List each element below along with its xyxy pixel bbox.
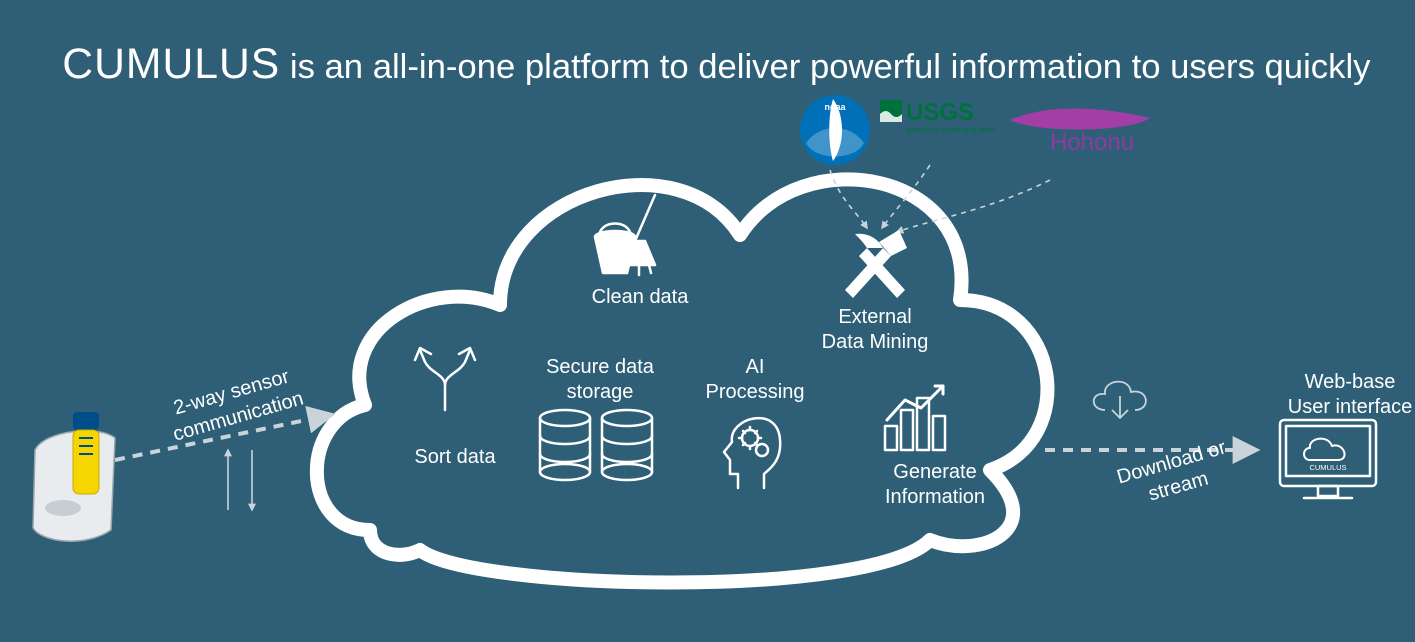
page-title: CUMULUS is an all-in-one platform to del… [0, 18, 1415, 111]
ai-processing-label: AI Processing [685, 355, 825, 405]
generate-info-label: Generate Information [845, 460, 1025, 510]
stage: noaa USGS science for a changing world H… [0, 0, 1415, 642]
clean-data-label: Clean data [560, 285, 720, 310]
web-ui-label: Web-base User interface [1260, 370, 1415, 420]
title-rest: is an all-in-one platform to deliver pow… [280, 48, 1370, 86]
svg-text:science for a changing world: science for a changing world [906, 127, 995, 134]
secure-storage-label: Secure data storage [500, 355, 700, 405]
svg-text:Hohonu: Hohonu [1050, 129, 1134, 156]
data-mining-label: External Data Mining [785, 305, 965, 355]
monitor-brand-label: CUMULUS [1309, 463, 1346, 472]
sort-data-label: Sort data [395, 445, 515, 470]
title-leading: CUMULUS [62, 40, 280, 88]
